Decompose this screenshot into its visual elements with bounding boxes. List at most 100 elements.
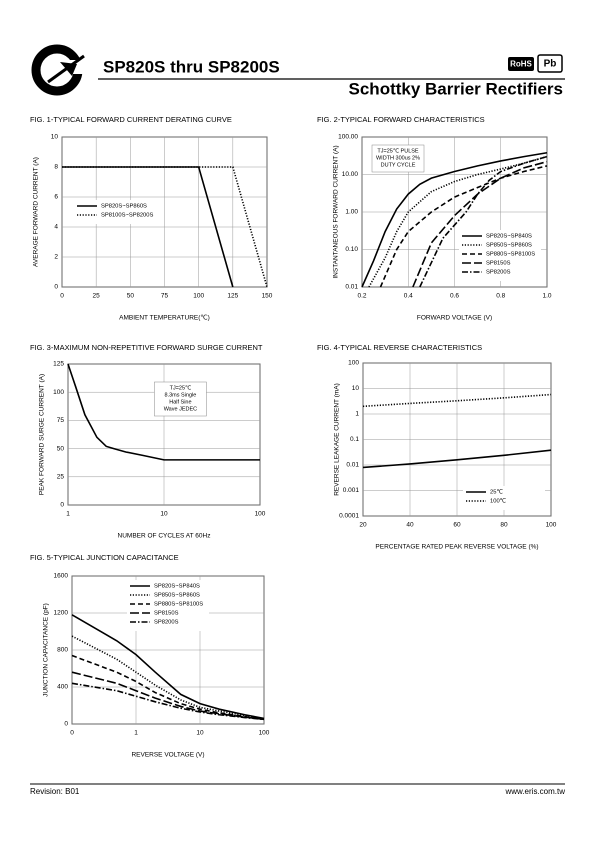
y-tick-label: 1.00	[345, 209, 358, 216]
legend-box	[74, 200, 156, 224]
x-tick-label: 150	[262, 293, 273, 300]
y-tick-label: 10	[352, 385, 360, 392]
y-tick-label: 0.1	[350, 436, 359, 443]
legend-label: SP850S~SP860S	[486, 243, 532, 249]
y-tick-label: 0.0001	[339, 513, 359, 520]
annotation: 8.3ms Single	[165, 392, 197, 398]
y-tick-label: 1200	[54, 610, 69, 617]
legend-label: SP8150S	[486, 261, 511, 267]
legend-label: SP880S~SP8100S	[486, 252, 535, 258]
annotation: DUTY CYCLE	[381, 162, 416, 168]
legend-label: SP820S~SP860S	[101, 204, 147, 210]
x-tick-label: 1.0	[542, 293, 551, 300]
x-tick-label: 80	[500, 522, 508, 529]
y-tick-label: 0	[54, 284, 58, 291]
chart-title: FIG. 2-TYPICAL FORWARD CHARACTERISTICS	[317, 115, 485, 124]
x-tick-label: 100	[255, 511, 266, 518]
x-tick-label: 0.4	[404, 293, 413, 300]
y-tick-label: 1	[355, 411, 359, 418]
x-axis-label: FORWARD VOLTAGE (V)	[417, 315, 492, 322]
annotation: Wave JEDEC	[164, 406, 197, 412]
legend-label: SP880S~SP8100S	[154, 602, 203, 608]
y-tick-label: 2	[54, 254, 58, 261]
series-line	[71, 614, 265, 720]
y-tick-label: 4	[54, 224, 58, 231]
x-tick-label: 50	[127, 293, 135, 300]
series-line	[419, 155, 548, 288]
x-tick-label: 75	[161, 293, 169, 300]
chart-title: FIG. 5-TYPICAL JUNCTION CAPACITANCE	[30, 553, 179, 562]
y-tick-label: 75	[57, 417, 65, 424]
x-tick-label: 0.8	[496, 293, 505, 300]
series-line	[71, 682, 265, 721]
series-line	[379, 165, 548, 288]
annotation: TJ=25℃ PULSE	[377, 147, 419, 154]
series-line	[361, 151, 548, 288]
legend-label: SP8200S	[154, 620, 179, 626]
x-tick-label: 0	[60, 293, 64, 300]
legend-label: SP820S~SP840S	[154, 584, 200, 590]
series-line	[62, 166, 268, 288]
series-line	[67, 363, 260, 461]
footer-revision: Revision: B01	[30, 787, 80, 796]
x-tick-label: 20	[359, 522, 367, 529]
y-tick-label: 50	[57, 445, 65, 452]
badge: RoHS	[510, 60, 532, 69]
legend-box	[127, 580, 209, 631]
legend-label: SP850S~SP860S	[154, 593, 200, 599]
y-tick-label: 100.00	[338, 134, 358, 141]
y-tick-label: 0.10	[345, 246, 358, 253]
series-line	[362, 449, 552, 469]
legend-label: SP820S~SP840S	[486, 234, 532, 240]
x-tick-label: 60	[453, 522, 461, 529]
y-axis-label: JUNCTION CAPACITANCE (pF)	[43, 603, 50, 697]
annotation-box	[371, 144, 425, 173]
y-tick-label: 400	[57, 684, 68, 691]
x-axis-label: AMBIENT TEMPERATURE(℃)	[119, 314, 210, 322]
footer-website: www.eris.com.tw	[504, 787, 565, 796]
y-tick-label: 10.00	[342, 171, 359, 178]
legend-box	[459, 230, 541, 281]
badge: Pb	[544, 59, 557, 70]
x-axis-label: PERCENTAGE RATED PEAK REVERSE VOLTAGE (%…	[375, 544, 538, 551]
x-tick-label: 100	[259, 730, 270, 737]
x-tick-label: 10	[196, 730, 204, 737]
x-tick-label: 40	[406, 522, 414, 529]
y-tick-label: 100	[348, 360, 359, 367]
y-tick-label: 125	[53, 361, 64, 368]
chart-title: FIG. 3-MAXIMUM NON-REPETITIVE FORWARD SU…	[30, 343, 263, 352]
y-tick-label: 100	[53, 389, 64, 396]
annotation: TJ=25℃	[170, 384, 192, 391]
series-line	[71, 671, 265, 721]
y-tick-label: 0.01	[346, 462, 359, 469]
y-axis-label: INSTANTANEOUS FORWARD CURRENT (A)	[333, 145, 340, 278]
x-axis-label: NUMBER OF CYCLES AT 60Hz	[118, 533, 211, 540]
badge-box	[508, 57, 534, 71]
series-line	[412, 160, 548, 288]
y-tick-label: 0	[64, 721, 68, 728]
x-axis-label: REVERSE VOLTAGE (V)	[131, 752, 204, 759]
legend-label: 25℃	[490, 489, 503, 496]
y-tick-label: 1600	[54, 573, 69, 580]
y-tick-label: 0	[60, 502, 64, 509]
legend-label: SP8150S	[154, 611, 179, 617]
legend-label: 100℃	[490, 498, 507, 505]
x-tick-label: 1	[66, 511, 70, 518]
x-tick-label: 0	[70, 730, 74, 737]
x-tick-label: 0.6	[450, 293, 459, 300]
x-tick-label: 0.2	[357, 293, 366, 300]
y-tick-label: 25	[57, 474, 65, 481]
chart-title: FIG. 4-TYPICAL REVERSE CHARACTERISTICS	[317, 343, 482, 352]
y-tick-label: 10	[51, 134, 59, 141]
series-line	[71, 635, 265, 720]
legend-label: SP8100S~SP8200S	[101, 213, 154, 219]
series-line	[362, 393, 552, 408]
doc-title: SP820S thru SP8200S	[103, 57, 280, 76]
y-tick-label: 0.01	[345, 284, 358, 291]
annotation: Half Sine	[169, 399, 191, 405]
series-line	[368, 155, 548, 288]
doc-subtitle: Schottky Barrier Rectifiers	[349, 79, 563, 98]
legend-label: SP8200S	[486, 270, 511, 276]
